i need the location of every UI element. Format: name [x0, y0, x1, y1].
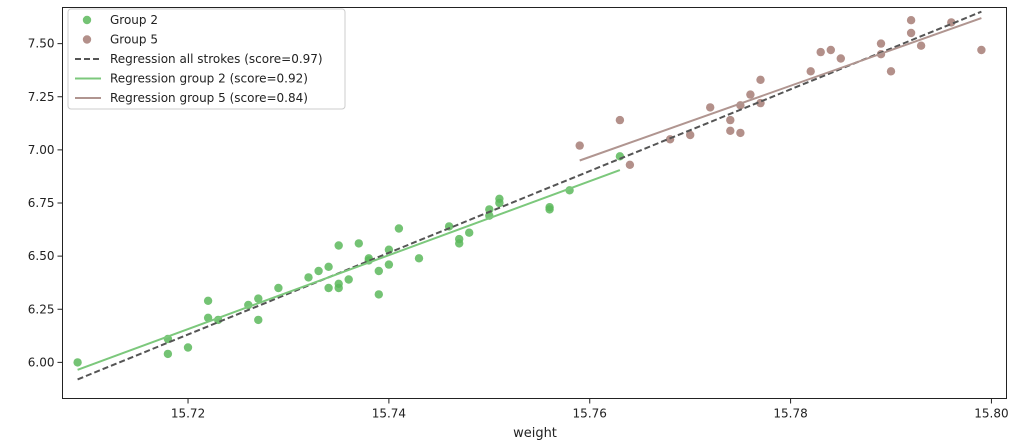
point-group-2-26: [394, 224, 404, 233]
y-tick-label-1: 6.25: [28, 302, 55, 316]
point-group-2-19: [354, 239, 363, 248]
x-tick-label-1: 15.74: [372, 407, 406, 421]
point-group-5-10: [746, 90, 755, 99]
point-group-2-2: [163, 349, 173, 359]
point-group-2-5: [203, 313, 213, 322]
point-group-2-11: [304, 273, 313, 282]
point-group-5-17: [876, 39, 886, 48]
point-group-2-25: [384, 260, 394, 269]
point-group-5-11: [756, 75, 765, 85]
point-group-2-15: [334, 241, 343, 250]
y-tick-label-6: 7.50: [28, 37, 55, 51]
x-tick-label-0: 15.72: [171, 407, 205, 421]
regression-line-4: [579, 17, 982, 162]
x-tick-label-4: 15.80: [974, 407, 1008, 421]
point-group-5-21: [906, 28, 916, 38]
legend-label-regression-all-strokes-score-0-97: Regression all strokes (score=0.97): [110, 52, 323, 66]
legend-label-group-2: Group 2: [110, 13, 158, 27]
point-group-5-24: [977, 45, 986, 55]
point-group-5-20: [906, 16, 916, 25]
point-group-2-22: [374, 266, 383, 276]
point-group-5-19: [886, 67, 896, 76]
legend-label-regression-group-2-score-0-92: Regression group 2 (score=0.92): [110, 72, 308, 86]
plot-layer: [73, 10, 986, 381]
point-group-2-27: [414, 254, 424, 263]
point-group-2-13: [324, 262, 333, 271]
y-tick-label-2: 6.50: [28, 249, 55, 263]
point-group-5-4: [686, 130, 695, 140]
point-group-2-35: [495, 198, 504, 208]
point-group-2-14: [324, 283, 333, 293]
y-tick-label-5: 7.25: [28, 90, 55, 104]
x-tick-label-2: 15.76: [573, 407, 607, 421]
point-group-2-30: [455, 239, 464, 248]
point-group-2-4: [203, 296, 213, 305]
regression-line-3: [77, 169, 621, 371]
legend-marker-group-5: [82, 35, 92, 44]
point-group-2-31: [465, 228, 474, 237]
x-tick-label-3: 15.78: [773, 407, 807, 421]
point-group-2-10: [274, 283, 283, 293]
x-axis-label: weight: [513, 426, 557, 441]
point-group-5-2: [625, 160, 635, 169]
y-tick-label-4: 7.00: [28, 143, 55, 157]
regression-line-2: [77, 10, 982, 381]
point-group-5-14: [816, 47, 825, 57]
point-group-5-22: [916, 41, 926, 50]
point-group-2-37: [545, 205, 554, 214]
legend-box: [67, 8, 346, 110]
point-group-2-8: [254, 294, 263, 303]
legend-label-regression-group-5-score-0-84: Regression group 5 (score=0.84): [110, 91, 308, 105]
point-group-5-0: [575, 141, 584, 150]
point-group-2-0: [73, 358, 82, 367]
point-group-2-9: [254, 315, 263, 325]
point-group-2-3: [183, 343, 193, 352]
point-group-2-18: [344, 275, 353, 284]
legend-label-group-5: Group 5: [110, 33, 158, 47]
point-group-2-12: [314, 266, 323, 276]
point-group-5-15: [826, 45, 835, 55]
legend: Group 2 Group 5 Regression all strokes (sc…: [67, 8, 346, 110]
point-group-2-23: [374, 290, 383, 299]
point-group-5-16: [836, 54, 845, 63]
point-group-2-17: [334, 283, 343, 293]
point-group-5-9: [736, 128, 745, 138]
point-group-5-5: [706, 103, 715, 112]
axes-layer: 15.72 15.74 15.76 15.78 15.80 6.00 6.25 6.50 6.7…: [28, 37, 1009, 421]
legend-marker-group-2: [82, 15, 92, 25]
point-group-5-1: [615, 115, 625, 125]
y-tick-label-3: 6.75: [28, 196, 55, 210]
y-tick-label-0: 6.00: [28, 355, 55, 369]
point-group-5-6: [726, 115, 735, 125]
point-group-5-7: [726, 126, 735, 135]
point-group-5-13: [806, 67, 815, 76]
